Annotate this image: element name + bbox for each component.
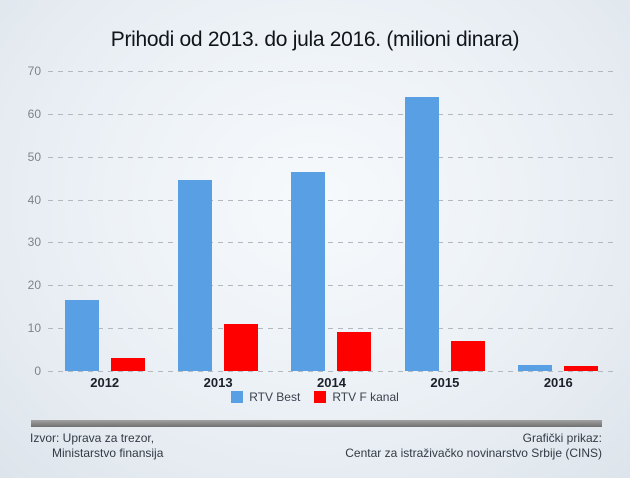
bar-rtv-best-2015 [404,96,439,371]
legend-item-rtv-best: RTV Best [231,390,300,404]
bar-group-2014: 2014 [275,71,388,390]
plot-area: 0 10 20 30 40 50 60 70 2012 2013 2014 2015 2016 [28,65,615,390]
legend: RTV Best RTV F kanal [0,390,630,404]
bar-group-2013: 2013 [161,71,274,390]
footer-credit-line2: Centar za istraživačko novinarstvo Srbij… [345,446,602,460]
bar-rtv-f-kanal-2015 [450,341,485,371]
footer-credit: Grafički prikaz: Centar za istraživačko … [345,431,602,461]
gridline-y-0: 0 [34,365,615,377]
legend-swatch-red [314,391,327,403]
bar-rtv-best-2013 [178,180,213,371]
gridline-y-30: 30 [28,236,615,248]
y-axis-tick-0: 0 [34,364,41,378]
bar-rtv-f-kanal-2012 [110,358,145,371]
bar-rtv-f-kanal-2016 [564,365,599,371]
bar-rtv-best-2014 [291,171,326,371]
footer-source-line1: Izvor: Uprava za trezor, [30,431,155,445]
gridline-y-70: 70 [28,65,615,77]
gridline-y-10: 10 [28,322,615,334]
y-axis-tick-50: 50 [27,149,41,164]
gridline-y-60: 60 [28,108,615,120]
legend-label-rtv-f-kanal: RTV F kanal [332,390,399,404]
y-axis-tick-30: 30 [27,235,41,250]
x-axis-label-2016: 2016 [543,375,573,390]
footer-source: Izvor: Uprava za trezor, Ministarstvo fi… [30,431,163,461]
x-axis-label-2012: 2012 [90,375,120,390]
bar-rtv-best-2016 [518,365,553,371]
x-axis-label-2014: 2014 [317,375,346,390]
bar-group-2016: 2016 [502,71,615,390]
y-axis-tick-60: 60 [27,106,41,121]
gridline-y-50: 50 [28,151,615,163]
y-axis-tick-20: 20 [27,278,41,293]
footer-credit-line1: Grafički prikaz: [522,431,602,445]
bar-rtv-best-2012 [64,300,99,371]
y-axis-tick-40: 40 [27,192,41,207]
bar-group-2015: 2015 [388,71,501,390]
legend-label-rtv-best: RTV Best [249,390,301,404]
bar-rtv-f-kanal-2014 [337,332,372,371]
y-axis-tick-10: 10 [27,321,41,336]
gridline-y-40: 40 [28,194,615,206]
legend-item-rtv-f-kanal: RTV F kanal [314,390,399,404]
gridline-y-20: 20 [28,279,615,291]
legend-swatch-blue [231,391,244,403]
y-axis-tick-70: 70 [27,64,41,78]
x-axis-label-2013: 2013 [203,375,233,390]
footer-divider [31,420,602,427]
bar-group-2012: 2012 [48,71,161,390]
footer-source-line2: Ministarstvo finansija [52,446,164,460]
chart-title: Prihodi od 2013. do jula 2016. (milioni … [110,28,520,51]
x-axis-label-2015: 2015 [430,375,460,390]
bar-rtv-f-kanal-2013 [224,323,259,371]
